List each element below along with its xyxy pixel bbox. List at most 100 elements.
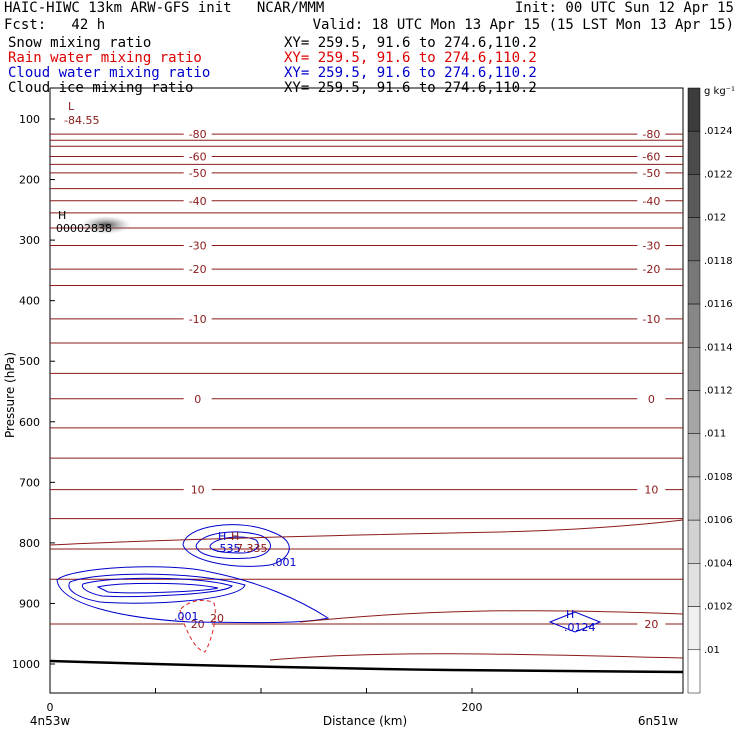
annotation-label: H bbox=[218, 530, 226, 543]
y-tick-label: 200 bbox=[19, 174, 40, 187]
colorbar-swatch bbox=[687, 390, 701, 434]
y-tick-label: 1000 bbox=[12, 658, 40, 671]
x-axis-ticks: 0 200 bbox=[47, 688, 684, 714]
cloud-water-ring4 bbox=[96, 582, 219, 594]
colorbar-tick-label: .0102 bbox=[704, 602, 733, 613]
annotation-label: .535 bbox=[216, 542, 241, 555]
y-tick-label: 900 bbox=[19, 597, 40, 610]
init-line: Init: 00 UTC Sun 12 Apr 15 bbox=[514, 0, 734, 16]
lower-maroon-contour-1 bbox=[299, 610, 684, 623]
temp-contour-label: -60 bbox=[189, 151, 207, 164]
temp-label-bg bbox=[637, 618, 666, 631]
temp-contour-label: -30 bbox=[189, 240, 207, 253]
temp-contour-label: -80 bbox=[642, 128, 660, 141]
annotation-label: H bbox=[58, 209, 66, 222]
y-tick-label: 300 bbox=[19, 234, 40, 247]
temp-label-bg bbox=[637, 312, 666, 325]
temp-contour-label: 0 bbox=[648, 393, 655, 406]
temp-contour-label: -40 bbox=[642, 195, 660, 208]
temp-label-bg bbox=[183, 312, 212, 325]
valid-line: Valid: 18 UTC Mon 13 Apr 15 (15 LST Mon … bbox=[312, 17, 734, 33]
temp-label-bg bbox=[637, 263, 666, 276]
colorbar-tick-label: .0124 bbox=[704, 126, 733, 137]
colorbar-swatch bbox=[687, 433, 701, 478]
field-name-snow: Snow mixing ratio bbox=[8, 35, 152, 51]
cloud-water-upper-outer bbox=[182, 524, 290, 567]
temp-label-bg bbox=[183, 194, 212, 207]
field-xy-rain: XY= 259.5, 91.6 to 274.6,110.2 bbox=[284, 50, 537, 66]
annotation-label: .0124 bbox=[564, 621, 596, 634]
plot-frame bbox=[49, 87, 684, 694]
colorbar-tick-label: .0104 bbox=[704, 558, 733, 569]
colorbar-unit: g kg⁻¹ bbox=[704, 86, 735, 97]
temp-contour-label: -80 bbox=[189, 128, 207, 141]
colorbar-swatch bbox=[687, 87, 701, 132]
annotation-label: 7.335 bbox=[236, 542, 268, 555]
field-xy-cloudwater: XY= 259.5, 91.6 to 274.6,110.2 bbox=[284, 65, 537, 81]
temp-contour-label: -40 bbox=[189, 195, 207, 208]
annotation-label: L bbox=[68, 100, 75, 113]
temperature-contours: -80 -80 -60 -60 -50 -50 -40 -40 -30 -30 -20 -20 -10 -… bbox=[50, 128, 683, 631]
terrain-surface bbox=[49, 659, 684, 674]
y-tick-label: 500 bbox=[19, 355, 40, 368]
y-axis-title: Pressure (hPa) bbox=[3, 352, 17, 438]
temp-label-bg bbox=[183, 618, 212, 631]
colorbar-tick-label: .0116 bbox=[704, 299, 733, 310]
annotation-label: .001 bbox=[174, 610, 199, 623]
colorbar-swatch bbox=[687, 563, 701, 607]
x-tick-label: 200 bbox=[462, 701, 483, 714]
temp-label-bg bbox=[183, 483, 212, 496]
colorbar-tick-label: .011 bbox=[704, 429, 726, 440]
y-tick-label: 700 bbox=[19, 476, 40, 489]
field-name-cloudwater: Cloud water mixing ratio bbox=[8, 65, 211, 81]
temp-contour-label: -20 bbox=[189, 263, 207, 276]
y-tick-label: 100 bbox=[19, 113, 40, 126]
x-end-label-right: 6n51w bbox=[638, 714, 679, 728]
colorbar: .0124 .0122 .012 .0118 .0116 .0114 .0112 .011 .0… bbox=[687, 87, 733, 694]
temp-label-bg bbox=[183, 128, 212, 141]
colorbar-tick-label: .0118 bbox=[704, 256, 733, 267]
temp-label-bg bbox=[183, 150, 212, 163]
cloud-water-contours bbox=[56, 524, 602, 633]
cloud-water-upper-ring2 bbox=[195, 531, 271, 559]
temp-contour-label: -10 bbox=[642, 313, 660, 326]
x-axis-title: Distance (km) bbox=[323, 714, 407, 728]
temp-label-bg bbox=[183, 263, 212, 276]
colorbar-tick-label: .0114 bbox=[704, 342, 733, 353]
temp-contour-label: 10 bbox=[644, 484, 658, 497]
annotation-label: H bbox=[231, 530, 239, 543]
temp-contour-label: -30 bbox=[642, 240, 660, 253]
field-name-rain: Rain water mixing ratio bbox=[8, 50, 202, 66]
colorbar-swatch bbox=[687, 260, 701, 305]
field-xy-snow: XY= 259.5, 91.6 to 274.6,110.2 bbox=[284, 35, 537, 51]
temp-contour-label: 10 bbox=[191, 484, 205, 497]
annotation-label: -84.55 bbox=[64, 114, 99, 127]
x-tick-label: 0 bbox=[47, 701, 54, 714]
colorbar-swatch bbox=[687, 217, 701, 262]
colorbar-tick-label: .01 bbox=[704, 645, 720, 656]
colorbar-swatch bbox=[687, 347, 701, 391]
temp-label-bg bbox=[183, 166, 212, 179]
y-axis-ticks: 100 200 300 400 500 600 700 800 900 1000 bbox=[12, 113, 55, 671]
temp-label-bg bbox=[183, 392, 212, 405]
annotation-label: H bbox=[566, 608, 574, 621]
colorbar-swatch bbox=[687, 303, 701, 348]
colorbar-swatch bbox=[687, 174, 701, 218]
temp-contour-label: 0 bbox=[194, 393, 201, 406]
y-tick-label: 600 bbox=[19, 416, 40, 429]
temp-contour-label: -50 bbox=[642, 167, 660, 180]
annotation-label: 20 bbox=[210, 612, 224, 625]
cloud-water-upper-ring3 bbox=[209, 536, 259, 554]
temp-label-bg bbox=[637, 128, 666, 141]
cloud-ice-shading bbox=[81, 216, 131, 234]
temp-label-bg bbox=[637, 392, 666, 405]
temp-label-bg bbox=[637, 150, 666, 163]
colorbar-tick-label: .0122 bbox=[704, 169, 733, 180]
colorbar-swatch bbox=[687, 519, 701, 564]
cloud-water-ring3 bbox=[81, 577, 233, 598]
title-line: HAIC-HIWC 13km ARW-GFS init NCAR/MMM bbox=[4, 0, 325, 16]
colorbar-swatch bbox=[687, 649, 701, 694]
upper-maroon-contour bbox=[49, 519, 684, 546]
